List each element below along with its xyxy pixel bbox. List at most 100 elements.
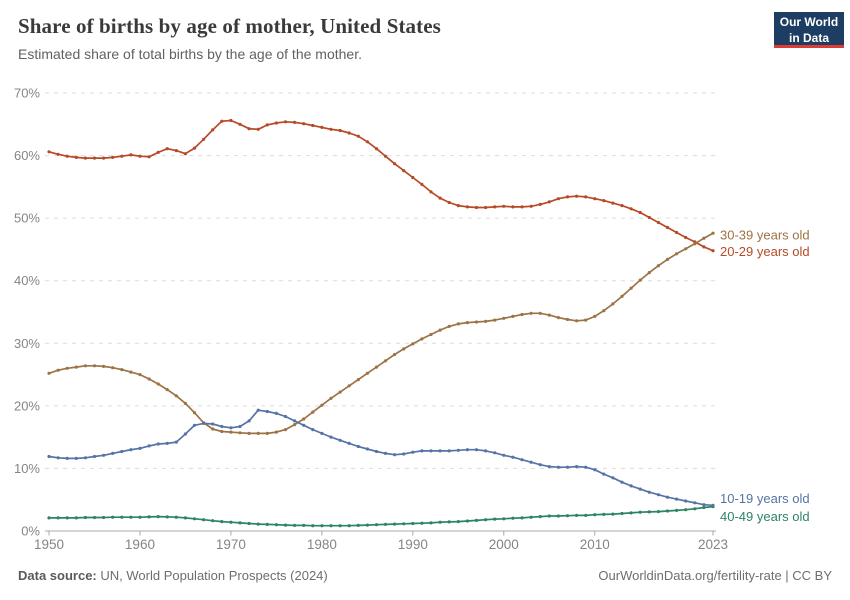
series-point-10-19 (256, 408, 260, 412)
series-point-20-29 (447, 200, 451, 205)
series-point-10-19 (465, 448, 469, 452)
series-point-20-29 (638, 210, 642, 215)
series-point-10-19 (474, 448, 479, 452)
series-point-30-39 (65, 366, 69, 370)
series-point-40-49 (647, 510, 651, 514)
series-point-10-19 (211, 422, 215, 426)
series-point-30-39 (493, 318, 497, 322)
series-point-40-49 (656, 510, 661, 514)
series-point-10-19 (629, 484, 633, 488)
series-point-20-29 (265, 123, 269, 127)
series-point-30-39 (675, 252, 679, 256)
series-line-20-29[interactable] (48, 119, 714, 252)
series-point-20-29 (202, 137, 206, 141)
series-point-40-49 (465, 519, 469, 523)
series-point-10-19 (183, 432, 187, 436)
series-point-10-19 (684, 499, 688, 503)
series-point-40-49 (447, 520, 451, 524)
series-point-20-29 (283, 120, 288, 124)
series-point-30-39 (684, 247, 688, 251)
series-point-20-29 (684, 235, 688, 240)
series-point-10-19 (247, 419, 251, 423)
series-point-20-29 (102, 156, 106, 160)
series-point-40-49 (256, 522, 260, 526)
series-point-40-49 (575, 513, 579, 517)
series-point-20-29 (329, 127, 333, 131)
series-point-30-39 (656, 264, 661, 268)
series-point-30-39 (220, 429, 224, 434)
y-axis-label: 60% (14, 148, 40, 163)
series-point-10-19 (502, 453, 506, 457)
series-point-40-49 (202, 518, 206, 522)
series-label-20-29[interactable]: 20-29 years old (720, 244, 810, 259)
series-point-10-19 (447, 449, 451, 453)
series-point-20-29 (456, 204, 460, 208)
series-point-20-29 (247, 127, 251, 131)
series-point-30-39 (393, 352, 397, 357)
chart-subtitle: Estimated share of total births by the a… (18, 46, 362, 62)
x-axis-label: 1950 (34, 537, 64, 552)
series-point-20-29 (356, 134, 360, 138)
series-point-20-29 (165, 147, 169, 151)
y-axis-label: 10% (14, 461, 40, 476)
series-point-20-29 (374, 147, 379, 151)
series-point-40-49 (220, 520, 224, 524)
license-link[interactable]: OurWorldinData.org/fertility-rate | CC B… (598, 568, 832, 583)
series-point-30-39 (302, 417, 306, 421)
series-point-10-19 (65, 456, 69, 460)
series-point-30-39 (229, 430, 233, 434)
series-point-10-19 (111, 451, 115, 455)
series-point-30-39 (665, 257, 670, 261)
series-point-10-19 (156, 442, 160, 446)
series-point-40-49 (174, 515, 178, 519)
series-point-10-19 (374, 449, 379, 454)
series-point-20-29 (484, 205, 488, 210)
series-line-10-19[interactable] (48, 409, 714, 507)
series-point-10-19 (365, 447, 369, 451)
series-point-10-19 (547, 465, 551, 469)
series-point-10-19 (92, 454, 97, 459)
series-point-10-19 (656, 493, 661, 497)
series-point-20-29 (520, 205, 524, 209)
series-point-40-49 (247, 521, 251, 526)
series-point-10-19 (356, 444, 360, 449)
series-point-30-39 (329, 396, 333, 400)
series-point-40-49 (92, 515, 97, 520)
series-point-20-29 (156, 150, 160, 154)
series-point-30-39 (620, 294, 624, 298)
owid-logo[interactable]: Our World in Data (774, 12, 844, 48)
series-point-40-49 (120, 515, 124, 519)
series-point-30-39 (56, 368, 60, 372)
series-label-40-49[interactable]: 40-49 years old (720, 509, 810, 524)
series-point-10-19 (711, 503, 715, 507)
series-point-40-49 (329, 524, 333, 528)
series-point-20-29 (420, 182, 424, 186)
series-point-20-29 (47, 150, 51, 154)
series-point-10-19 (202, 421, 206, 425)
series-point-30-39 (102, 364, 106, 368)
series-point-10-19 (347, 441, 351, 445)
series-point-10-19 (383, 451, 388, 455)
series-point-30-39 (338, 390, 342, 394)
series-label-10-19[interactable]: 10-19 years old (720, 491, 810, 506)
series-point-40-49 (629, 511, 633, 515)
series-point-40-49 (56, 516, 60, 520)
series-point-40-49 (638, 510, 642, 514)
series-point-20-29 (474, 205, 479, 210)
series-point-30-39 (74, 365, 78, 369)
series-point-20-29 (593, 197, 597, 201)
series-point-30-39 (556, 316, 561, 320)
series-point-40-49 (265, 522, 269, 526)
series-point-40-49 (620, 511, 624, 516)
series-point-40-49 (429, 521, 433, 525)
series-point-10-19 (311, 428, 315, 432)
series-line-30-39[interactable] (48, 232, 714, 435)
series-point-30-39 (356, 378, 360, 382)
series-point-40-49 (238, 521, 242, 525)
series-point-40-49 (283, 523, 288, 527)
series-point-40-49 (484, 518, 488, 522)
series-point-40-49 (138, 515, 142, 519)
series-label-30-39[interactable]: 30-39 years old (720, 228, 810, 243)
series-point-40-49 (456, 520, 460, 524)
series-point-40-49 (47, 516, 51, 520)
